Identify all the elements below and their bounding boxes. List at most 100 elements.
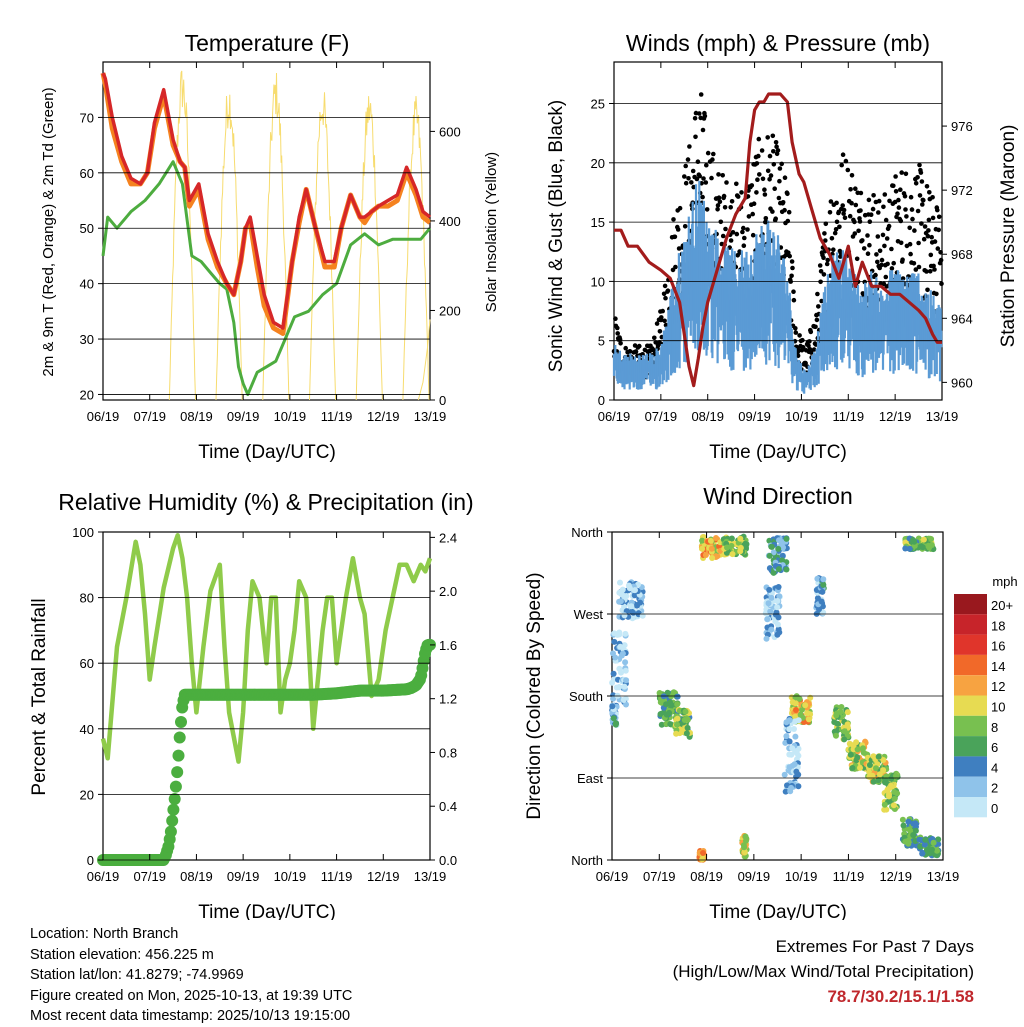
gust-point (779, 161, 784, 167)
gust-point (922, 224, 928, 229)
gust-point (898, 218, 904, 224)
gust-point (867, 219, 873, 224)
gust-point (893, 189, 899, 194)
gust-point (677, 205, 683, 211)
direction-point (902, 545, 909, 552)
direction-point (899, 816, 906, 823)
info-elevation: Station elevation: 456.225 m (30, 946, 214, 963)
direction-point (774, 631, 781, 638)
gust-point (686, 176, 691, 181)
gust-point (734, 181, 739, 187)
gust-point (883, 217, 889, 223)
direction-point (886, 793, 892, 800)
gust-point (741, 243, 747, 248)
gust-point (889, 266, 895, 271)
gust-point (927, 190, 932, 195)
humidity-ytick-label: 20 (80, 787, 94, 802)
direction-point (637, 599, 644, 606)
gust-point (915, 175, 920, 180)
solar-insolation-curve (402, 95, 430, 401)
direction-point (779, 552, 786, 559)
gust-point (691, 184, 696, 190)
direction-point (743, 837, 749, 844)
gust-point (791, 297, 797, 303)
gust-point (817, 263, 823, 268)
precip-point (175, 716, 187, 728)
direction-point (623, 701, 629, 708)
gust-point (803, 360, 808, 366)
gust-point (827, 210, 833, 215)
gust-point (623, 345, 628, 351)
gust-point (886, 223, 892, 229)
direction-point (818, 598, 825, 605)
temperature-title: Temperature (F) (185, 30, 350, 56)
temperature-xtick-label: 10/19 (274, 409, 307, 424)
direction-point (737, 544, 744, 551)
gust-point (754, 190, 759, 195)
gust-point (935, 246, 941, 251)
gust-point (705, 150, 711, 156)
gust-point (857, 219, 863, 224)
temperature-xlabel: Time (Day/UTC) (198, 442, 336, 463)
direction-point (612, 721, 619, 728)
gust-point (921, 236, 927, 242)
gust-point (831, 247, 836, 252)
gust-point (903, 207, 908, 212)
direction-point (621, 683, 628, 690)
gust-point (917, 162, 922, 168)
direction-point (673, 730, 680, 737)
gust-point (870, 206, 876, 212)
temperature-xtick-label: 07/19 (133, 409, 166, 424)
direction-point (617, 579, 623, 586)
direction-point (873, 765, 879, 772)
gust-point (613, 316, 618, 322)
direction-point (854, 754, 861, 761)
wind-direction-xtick-label: 06/19 (596, 869, 629, 884)
humidity-xtick-label: 07/19 (133, 869, 166, 884)
gust-point (823, 238, 828, 243)
precip-point (171, 766, 184, 779)
gust-point (730, 230, 736, 235)
gust-point (704, 162, 709, 168)
gust-point (917, 193, 923, 198)
wind-direction-xtick-label: 08/19 (690, 869, 723, 884)
direction-point (924, 847, 930, 853)
direction-point (881, 806, 888, 813)
direction-point (709, 555, 716, 561)
gust-point (671, 217, 676, 222)
gust-point (939, 281, 944, 287)
direction-point (631, 592, 638, 599)
gust-point (709, 175, 714, 181)
direction-point (912, 820, 919, 827)
gust-point (754, 161, 760, 166)
gust-point (746, 214, 752, 219)
gust-point (925, 287, 930, 293)
wind-direction-panel: 06/19 07/19 08/19 09/19 10/19 11/19 12/19 13/19… (524, 483, 1018, 920)
temperature-ytick-label: 40 (80, 277, 94, 292)
humidity-xtick-label: 11/19 (321, 869, 353, 884)
gust-point (765, 135, 770, 140)
speed-legend-label: 6 (991, 740, 998, 755)
gust-point (729, 199, 735, 204)
direction-point (888, 782, 895, 789)
gust-point (777, 178, 782, 184)
gust-point (934, 291, 939, 297)
speed-legend-swatch (954, 776, 987, 797)
direction-point (613, 684, 620, 691)
gust-point (858, 190, 864, 196)
winds-y2tick-label: 968 (951, 247, 973, 262)
gust-point (806, 343, 811, 349)
wind-direction-ytick-label: South (569, 689, 603, 704)
gust-point (740, 229, 745, 235)
winds-xtick-label: 11/19 (832, 409, 864, 424)
direction-point (875, 753, 882, 760)
direction-point (786, 764, 793, 771)
gust-point (809, 350, 814, 355)
gust-point (900, 257, 905, 263)
pressure-line (614, 92, 942, 388)
gust-point (728, 238, 734, 243)
gust-point (832, 230, 838, 236)
humidity-y2tick-label: 2.0 (439, 584, 457, 599)
humidity-y2tick-label: 1.6 (439, 638, 457, 653)
humidity-ytick-label: 80 (80, 591, 94, 606)
